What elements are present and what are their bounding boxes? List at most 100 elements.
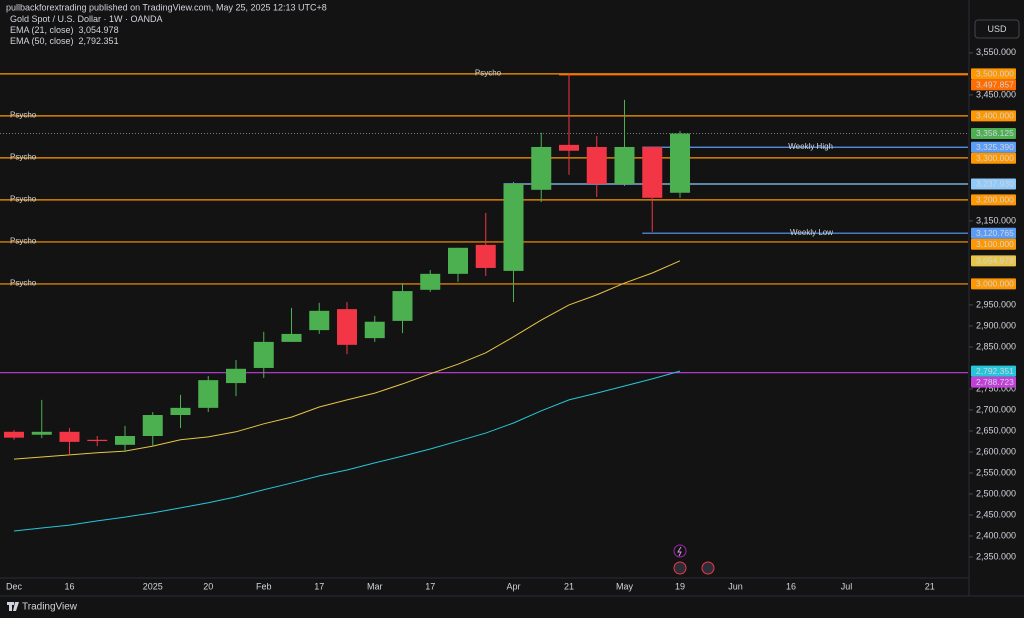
y-tick-label: 3,450.000 bbox=[976, 89, 1016, 99]
price-badge-label: 3,200.000 bbox=[976, 195, 1014, 205]
x-tick-label: 21 bbox=[925, 581, 935, 591]
y-tick-label: 2,450.000 bbox=[976, 509, 1016, 519]
legend-name: EMA (21, close) bbox=[10, 25, 74, 35]
chart-title: Gold Spot / U.S. Dollar · 1W · OANDA bbox=[10, 14, 163, 24]
price-badge bbox=[971, 227, 1016, 239]
x-tick-label: 20 bbox=[203, 581, 213, 591]
price-badge-label: 2,792.351 bbox=[976, 366, 1014, 376]
y-tick-label: 2,400.000 bbox=[976, 530, 1016, 540]
price-badge-label: 3,325.390 bbox=[976, 142, 1014, 152]
candle-body bbox=[198, 380, 219, 408]
candle-body bbox=[364, 321, 385, 339]
y-tick-label: 2,350.000 bbox=[976, 551, 1016, 561]
price-badge bbox=[971, 365, 1016, 377]
y-tick-label: 2,850.000 bbox=[976, 341, 1016, 351]
price-badge-label: 3,497.857 bbox=[976, 80, 1014, 90]
legend-name: EMA (50, close) bbox=[10, 36, 74, 46]
level-label: Psycho bbox=[10, 237, 37, 246]
price-badge bbox=[971, 278, 1016, 290]
event-icons bbox=[673, 544, 715, 575]
y-tick-label: 2,900.000 bbox=[976, 320, 1016, 330]
brand-logo bbox=[7, 602, 19, 611]
candle-body bbox=[226, 368, 246, 384]
x-tick-label: 21 bbox=[564, 581, 574, 591]
candle-body bbox=[586, 146, 607, 184]
candle-body bbox=[4, 431, 24, 438]
candle-body bbox=[281, 333, 302, 342]
candle-body bbox=[59, 431, 80, 442]
x-tick-label: 19 bbox=[675, 581, 685, 591]
price-badge bbox=[971, 152, 1016, 164]
candle-body bbox=[142, 414, 163, 437]
x-tick-label: 2025 bbox=[143, 581, 163, 591]
level-label: Weekly Low bbox=[790, 228, 833, 237]
price-badge-label: 3,120.765 bbox=[976, 228, 1014, 238]
y-tick-label: 2,600.000 bbox=[976, 446, 1016, 456]
level-label: Psycho bbox=[10, 195, 37, 204]
candle-body bbox=[642, 146, 663, 198]
price-badge bbox=[971, 238, 1016, 250]
y-tick-label: 2,550.000 bbox=[976, 467, 1016, 477]
candle-body bbox=[503, 183, 524, 271]
x-tick-label: 17 bbox=[314, 581, 324, 591]
level-label: Psycho bbox=[475, 68, 502, 77]
y-tick-label: 2,700.000 bbox=[976, 404, 1016, 414]
x-tick-label: Jun bbox=[728, 581, 743, 591]
x-tick-label: Dec bbox=[6, 581, 23, 591]
level-label: Psycho bbox=[10, 153, 37, 162]
candle-body bbox=[170, 407, 191, 415]
candle-body bbox=[31, 431, 52, 435]
level-label: Psycho bbox=[10, 110, 37, 119]
price-badge bbox=[971, 178, 1016, 190]
candle-body bbox=[392, 291, 413, 321]
price-badge-label: 3,054.978 bbox=[976, 256, 1014, 266]
candle-body bbox=[531, 146, 552, 190]
price-badge bbox=[971, 68, 1016, 80]
candle-body bbox=[448, 247, 468, 274]
price-badge bbox=[971, 110, 1016, 122]
legend-value: 3,054.978 bbox=[79, 25, 119, 35]
x-tick-label: Mar bbox=[367, 581, 383, 591]
price-badge-label: 3,100.000 bbox=[976, 239, 1014, 249]
price-badge bbox=[971, 255, 1016, 267]
x-tick-label: 16 bbox=[64, 581, 74, 591]
candle-body bbox=[475, 244, 496, 268]
price-badge bbox=[971, 194, 1016, 206]
y-tick-label: 2,950.000 bbox=[976, 299, 1016, 309]
y-tick-label: 2,650.000 bbox=[976, 425, 1016, 435]
price-badge-label: 3,358.125 bbox=[976, 128, 1014, 138]
candle-body bbox=[337, 309, 357, 345]
x-tick-label: Apr bbox=[506, 581, 520, 591]
price-badge bbox=[971, 141, 1016, 153]
candle-body bbox=[87, 439, 108, 442]
publisher: pullbackforextrading published on Tradin… bbox=[6, 2, 327, 12]
level-label: Psycho bbox=[10, 279, 37, 288]
legend-value: 2,792.351 bbox=[79, 36, 119, 46]
candle-body bbox=[559, 144, 579, 151]
candle-body bbox=[309, 310, 330, 331]
price-badge-label: 3,500.000 bbox=[976, 69, 1014, 79]
candle-body bbox=[420, 273, 441, 290]
axes: 3,550.000 3,450.000 3,150.000 2,950.000 2,90… bbox=[6, 47, 1016, 591]
brand: TradingView bbox=[22, 602, 78, 613]
plot-area: Psycho Psycho Weekly High Psycho Psycho Weekl… bbox=[0, 68, 968, 532]
currency-box[interactable] bbox=[974, 19, 1020, 39]
x-tick-label: Feb bbox=[256, 581, 272, 591]
y-tick-label: 3,150.000 bbox=[976, 215, 1016, 225]
price-badge-label: 3,300.000 bbox=[976, 153, 1014, 163]
price-badge bbox=[971, 127, 1016, 139]
y-tick-label: 3,550.000 bbox=[976, 47, 1016, 57]
ema-line bbox=[13, 370, 681, 532]
price-badge-label: 3,000.000 bbox=[976, 279, 1014, 289]
price-badge-label: 2,788.723 bbox=[976, 377, 1014, 387]
candle-body bbox=[614, 146, 635, 184]
x-tick-label: May bbox=[616, 581, 634, 591]
price-axis-panel bbox=[969, 0, 1024, 596]
y-tick-label: 2,500.000 bbox=[976, 488, 1016, 498]
y-tick-label: 2,750.000 bbox=[976, 383, 1016, 393]
price-badge-label: 3,400.000 bbox=[976, 111, 1014, 121]
x-tick-label: 17 bbox=[425, 581, 435, 591]
candle-body bbox=[670, 133, 690, 193]
